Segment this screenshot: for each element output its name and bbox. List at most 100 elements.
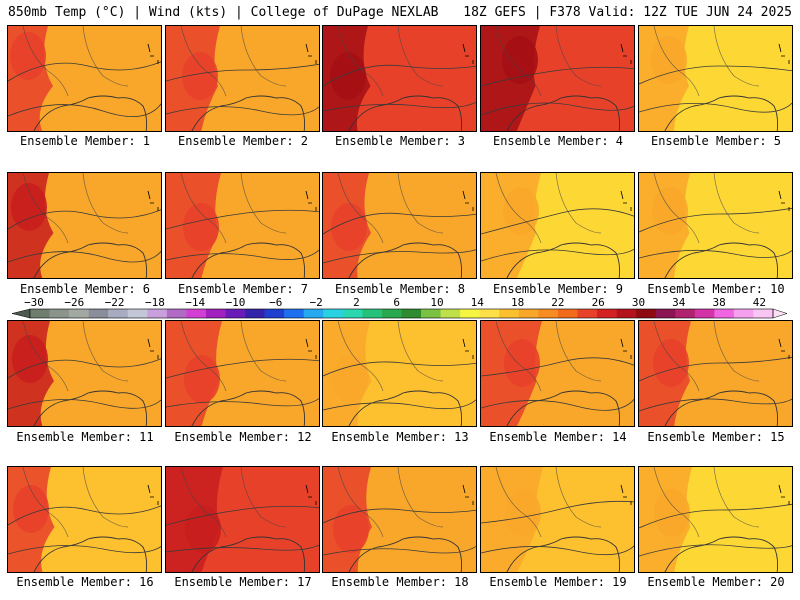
colorbar-swatch <box>362 309 383 318</box>
ensemble-member-caption: Ensemble Member: 13 <box>331 430 469 444</box>
colorbar-swatch <box>538 309 559 318</box>
colorbar-tick-label: −6 <box>269 296 282 309</box>
colorbar: −30 −26 −22 −18 −14 −10 −6 −2 2 6 10 14 18 22 26 30 34 38… <box>11 296 788 319</box>
ensemble-member-caption: Ensemble Member: 15 <box>647 430 785 444</box>
colorbar-swatch <box>381 309 402 318</box>
header-title: 850mb Temp (°C) | Wind (kts) | College o… <box>8 5 439 20</box>
ensemble-member-map <box>322 172 477 279</box>
colorbar-swatch <box>479 309 500 318</box>
ensemble-member-map <box>638 320 793 427</box>
ensemble-member-caption: Ensemble Member: 20 <box>647 575 785 589</box>
colorbar-swatch <box>166 309 187 318</box>
colorbar-swatch <box>225 309 246 318</box>
colorbar-tick-label: 22 <box>551 296 564 309</box>
colorbar-swatch <box>323 309 344 318</box>
header-run-info: 18Z GEFS | F378 Valid: 12Z TUE JUN 24 20… <box>463 5 792 20</box>
colorbar-swatch <box>636 309 656 318</box>
ensemble-member-caption: Ensemble Member: 10 <box>647 282 785 296</box>
colorbar-swatch <box>616 309 637 318</box>
colorbar-tick-label: −10 <box>226 296 246 309</box>
colorbar-left-arrow <box>11 308 31 319</box>
colorbar-tick-label: −22 <box>105 296 125 309</box>
ensemble-member-caption: Ensemble Member: 7 <box>177 282 309 296</box>
ensemble-member-caption: Ensemble Member: 17 <box>174 575 312 589</box>
ensemble-member-map <box>7 320 162 427</box>
ensemble-member-caption: Ensemble Member: 6 <box>19 282 151 296</box>
ensemble-member-caption: Ensemble Member: 19 <box>489 575 627 589</box>
colorbar-swatch <box>30 309 50 318</box>
colorbar-tick-label: 2 <box>353 296 360 309</box>
ensemble-member-caption: Ensemble Member: 12 <box>174 430 312 444</box>
colorbar-swatch <box>108 309 129 318</box>
ensemble-member-caption: Ensemble Member: 3 <box>334 134 466 148</box>
ensemble-member-map <box>480 466 635 573</box>
ensemble-member-caption: Ensemble Member: 4 <box>492 134 624 148</box>
colorbar-tick-label: −18 <box>145 296 165 309</box>
colorbar-swatch <box>557 309 578 318</box>
colorbar-tick-label: 42 <box>753 296 766 309</box>
ensemble-member-map <box>7 172 162 279</box>
colorbar-swatch <box>753 309 774 318</box>
colorbar-swatch <box>499 309 520 318</box>
ensemble-member-map <box>165 320 320 427</box>
ensemble-member-map <box>165 172 320 279</box>
colorbar-swatch <box>440 309 461 318</box>
ensemble-member-caption: Ensemble Member: 5 <box>650 134 782 148</box>
ensemble-member-caption: Ensemble Member: 16 <box>16 575 154 589</box>
colorbar-swatch <box>577 309 598 318</box>
colorbar-swatch <box>127 309 148 318</box>
colorbar-swatch <box>186 309 207 318</box>
ensemble-member-caption: Ensemble Member: 2 <box>177 134 309 148</box>
ensemble-member-map <box>480 320 635 427</box>
colorbar-swatch <box>421 309 441 318</box>
colorbar-swatch <box>69 309 89 318</box>
ensemble-member-map <box>7 25 162 132</box>
colorbar-swatch <box>49 309 70 318</box>
colorbar-swatch <box>205 309 226 318</box>
ensemble-member-map <box>638 25 793 132</box>
ensemble-member-map <box>322 25 477 132</box>
colorbar-tick-label: −2 <box>309 296 322 309</box>
ensemble-member-map <box>638 172 793 279</box>
colorbar-swatch <box>88 309 109 318</box>
ensemble-member-caption: Ensemble Member: 1 <box>19 134 151 148</box>
colorbar-swatch <box>147 309 168 318</box>
colorbar-tick-label: 18 <box>511 296 524 309</box>
colorbar-swatch <box>518 309 539 318</box>
ensemble-member-caption: Ensemble Member: 8 <box>334 282 466 296</box>
ensemble-member-map <box>638 466 793 573</box>
colorbar-swatch <box>342 309 363 318</box>
ensemble-member-map <box>165 25 320 132</box>
ensemble-member-map <box>165 466 320 573</box>
ensemble-member-caption: Ensemble Member: 9 <box>492 282 624 296</box>
colorbar-swatch <box>303 309 324 318</box>
colorbar-tick-label: 6 <box>393 296 400 309</box>
ensemble-member-map <box>322 466 477 573</box>
ensemble-member-map <box>322 320 477 427</box>
colorbar-tick-label: −26 <box>64 296 84 309</box>
colorbar-tick-label: 34 <box>672 296 686 309</box>
ensemble-member-map <box>480 25 635 132</box>
ensemble-member-caption: Ensemble Member: 11 <box>16 430 154 444</box>
colorbar-tick-label: 38 <box>712 296 725 309</box>
colorbar-tick-label: 14 <box>471 296 485 309</box>
colorbar-tick-label: 26 <box>592 296 605 309</box>
ensemble-member-caption: Ensemble Member: 18 <box>331 575 469 589</box>
colorbar-swatch <box>733 309 754 318</box>
ensemble-member-caption: Ensemble Member: 14 <box>489 430 627 444</box>
colorbar-swatch <box>264 309 285 318</box>
colorbar-swatch <box>597 309 617 318</box>
colorbar-tick-label: 30 <box>632 296 645 309</box>
colorbar-tick-label: −30 <box>24 296 44 309</box>
colorbar-swatch <box>245 309 265 318</box>
colorbar-right-arrow <box>772 308 788 319</box>
ensemble-member-map <box>7 466 162 573</box>
colorbar-swatch <box>401 309 422 318</box>
colorbar-swatch <box>460 309 481 318</box>
ensemble-member-map <box>480 172 635 279</box>
colorbar-tick-label: 10 <box>430 296 443 309</box>
colorbar-swatch <box>655 309 676 318</box>
colorbar-swatch <box>675 309 696 318</box>
colorbar-tick-label: −14 <box>185 296 205 309</box>
colorbar-swatch <box>694 309 715 318</box>
